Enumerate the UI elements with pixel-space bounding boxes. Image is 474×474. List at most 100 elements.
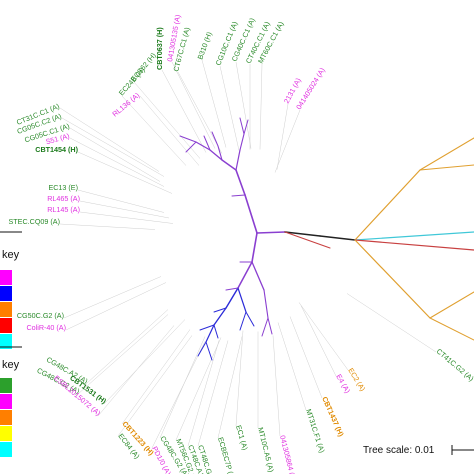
- tip-leader-line: [121, 329, 191, 425]
- tree-branch: [185, 141, 197, 153]
- tree-branches: [59, 59, 474, 449]
- key-label-2: key: [2, 359, 20, 371]
- tree-branch: [284, 231, 321, 237]
- tip-leader-line: [103, 319, 186, 405]
- tip-leader-line: [65, 282, 167, 331]
- tree-branch: [225, 287, 239, 291]
- tip-label: CT41C.G2 (A): [435, 347, 474, 383]
- tip-leader-line: [177, 71, 223, 154]
- tree-branch: [354, 239, 474, 251]
- tree-branch: [319, 235, 356, 241]
- tip-leader-line: [276, 103, 289, 170]
- tree-branch: [256, 231, 286, 234]
- tip-label: CG50C.G2 (A): [17, 311, 64, 320]
- tip-leader-line: [61, 117, 165, 177]
- tip-label: MT10C.A5 (A): [256, 426, 276, 473]
- tree-branch: [231, 194, 246, 197]
- tip-leader-line: [77, 314, 169, 395]
- tree-branch: [251, 232, 258, 263]
- tree-branch: [205, 341, 213, 361]
- key2-swatch: [0, 378, 12, 393]
- tree-branch: [284, 231, 331, 249]
- color-key-2: key: [0, 346, 22, 457]
- tree-branch: [203, 135, 211, 151]
- tree-branch: [213, 324, 219, 339]
- tree-branch: [354, 231, 474, 241]
- tree-scale: Tree scale: 0.01: [363, 445, 474, 456]
- tip-leader-line: [133, 81, 201, 159]
- tree-branch: [267, 317, 273, 335]
- tip-label: STEC.CQ09 (A): [8, 217, 60, 226]
- key2-swatch: [0, 394, 12, 409]
- tip-leader-line: [217, 336, 243, 439]
- tip-leader-line: [197, 340, 229, 447]
- tree-branch: [197, 341, 207, 357]
- tip-leader-line: [69, 127, 161, 182]
- tree-branch: [261, 317, 269, 337]
- tip-leader-line: [274, 109, 301, 173]
- tree-branch: [213, 307, 227, 313]
- tip-leader-line: [187, 340, 220, 447]
- tree-branch: [209, 149, 223, 161]
- tree-branch: [239, 133, 245, 151]
- tip-leader-line: [289, 316, 323, 399]
- tip-label: B310 (H): [195, 31, 213, 61]
- tree-branch: [354, 239, 431, 319]
- tip-leader-line: [277, 322, 307, 411]
- tip-label: RL136 (A): [110, 91, 141, 119]
- tree-branch: [213, 307, 227, 326]
- tip-leader-line: [175, 337, 222, 441]
- tip-leader-line: [272, 335, 281, 437]
- tip-leader-line: [85, 309, 169, 385]
- tree-branch: [225, 287, 239, 309]
- tip-label: 041305864 (A): [278, 434, 298, 474]
- tree-branch: [205, 324, 215, 343]
- tip-leader-line: [69, 137, 165, 187]
- tip-leader-line: [300, 305, 337, 377]
- key2-swatch: [0, 426, 12, 441]
- key1-swatch: [0, 286, 12, 301]
- tip-leader-line: [298, 302, 349, 371]
- tree-branch: [239, 311, 247, 331]
- tree-branch: [217, 145, 223, 161]
- tree-branch: [195, 141, 211, 151]
- tree-branch: [243, 119, 249, 135]
- key1-swatch: [0, 302, 12, 317]
- tip-label: RL145 (A): [47, 205, 80, 214]
- tip-leader-line: [139, 95, 200, 166]
- tree-branch: [199, 324, 215, 331]
- tip-label: 041405024 (A): [294, 66, 327, 111]
- tree-branch: [419, 137, 474, 171]
- tree-branch: [235, 169, 246, 196]
- key1-swatch: [0, 334, 12, 349]
- tree-branch: [235, 149, 241, 171]
- tip-label: CBT1437 (H): [320, 395, 346, 438]
- tree-branch: [239, 117, 245, 135]
- tree-scale-label: Tree scale: 0.01: [363, 445, 435, 456]
- key-label-1: key: [2, 249, 20, 261]
- tree-branch: [429, 317, 474, 341]
- key1-swatch: [0, 318, 12, 333]
- color-key-1: key: [0, 231, 22, 349]
- tip-leader-line: [117, 335, 193, 437]
- tip-label: ColiR-40 (A): [26, 323, 66, 332]
- tip-leader-line: [171, 61, 216, 149]
- tree-branch: [245, 311, 255, 327]
- tip-leader-line: [159, 336, 206, 439]
- tree-branch: [251, 261, 265, 291]
- tree-branch: [179, 135, 197, 143]
- tip-leader-line: [235, 61, 252, 149]
- tip-leader-line: [219, 65, 240, 151]
- tree-branch: [237, 287, 247, 313]
- tip-label: RL465 (A): [47, 194, 80, 203]
- tip-leader-line: [59, 223, 156, 230]
- tree-branch: [221, 159, 237, 171]
- tree-branch: [237, 261, 253, 289]
- tree-branch: [354, 169, 421, 241]
- tip-leader-line: [59, 107, 160, 172]
- tip-leader-line: [77, 151, 173, 194]
- key1-swatch: [0, 270, 12, 285]
- tip-leader-line: [346, 293, 437, 353]
- tip-leader-line: [259, 63, 263, 150]
